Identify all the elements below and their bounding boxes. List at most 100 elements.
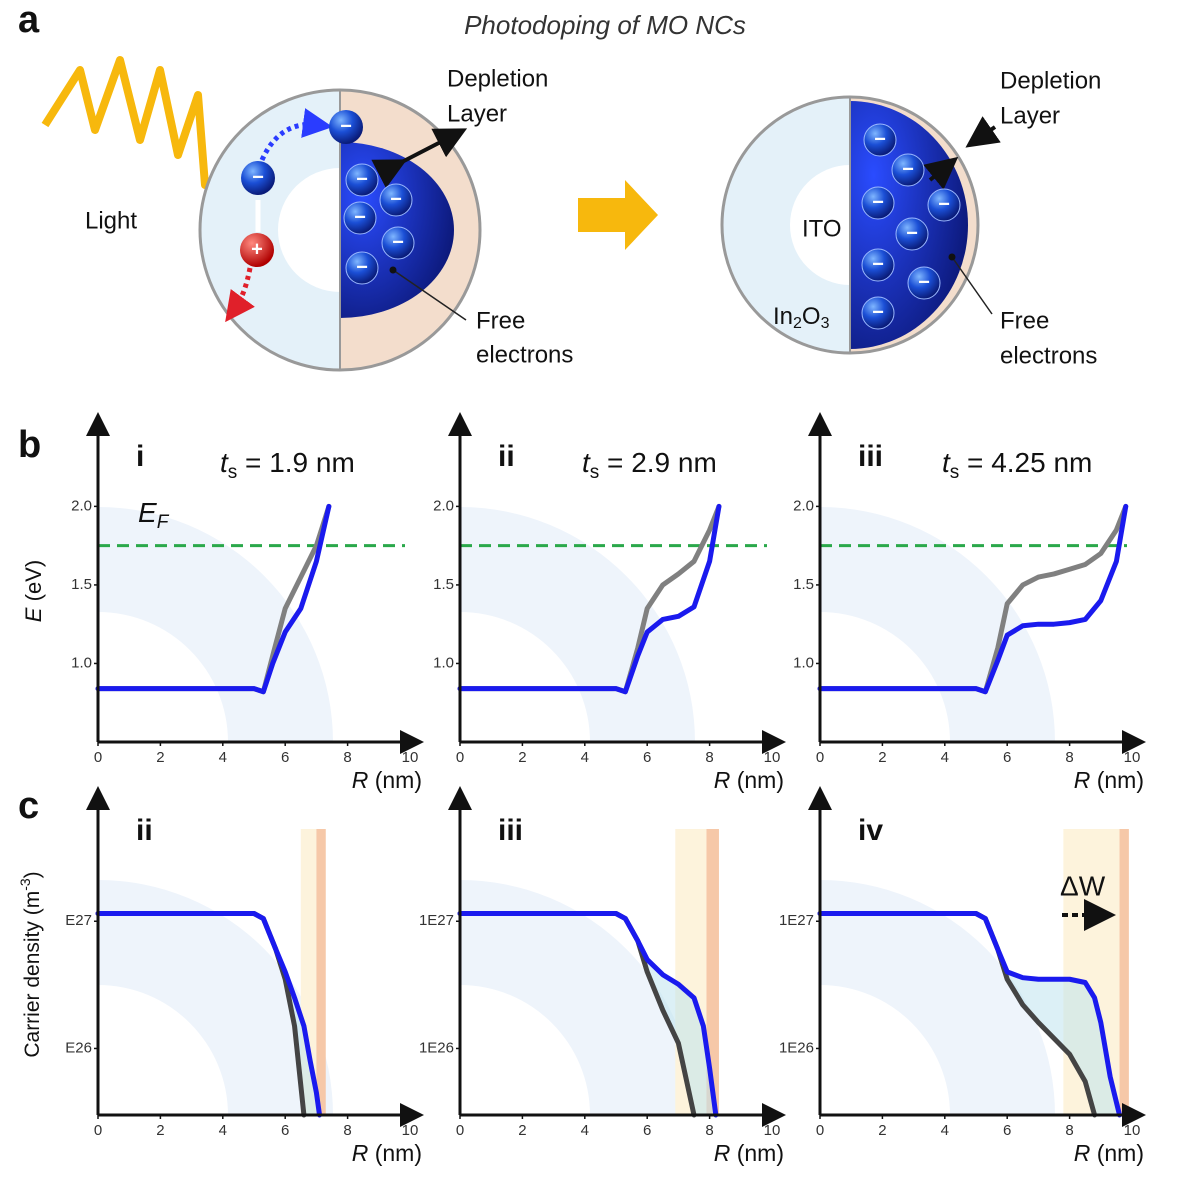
thickness-label: ts = 1.9 nm bbox=[220, 447, 355, 483]
x-tick-label: 8 bbox=[1065, 1122, 1073, 1139]
chart-title: iii bbox=[858, 440, 883, 473]
chart-title: i bbox=[136, 440, 144, 473]
background-shell bbox=[460, 507, 695, 742]
x-tick-label: 10 bbox=[1124, 749, 1141, 766]
electron bbox=[907, 266, 941, 300]
charts: 0 2 4 6 8 10 1.0 1.5 2.0 i ts = 1.9 nm EF R (nm) E (e… bbox=[17, 412, 1146, 1166]
x-axis-symbol: R bbox=[352, 1140, 369, 1166]
x-axis-unit: (nm) bbox=[730, 1140, 784, 1166]
x-tick-label: 4 bbox=[581, 1122, 589, 1139]
thickness-symbol: t bbox=[942, 447, 951, 478]
shell-text: In bbox=[773, 303, 793, 330]
panel-label: b bbox=[18, 424, 41, 466]
x-tick-label: 10 bbox=[764, 749, 781, 766]
electron-sign: − bbox=[872, 301, 884, 323]
background-shell bbox=[820, 880, 1055, 1115]
y-tick-label: E26 bbox=[65, 1039, 92, 1056]
y-tick-label: 1.5 bbox=[793, 576, 814, 593]
y-tick-label: 1E27 bbox=[779, 912, 814, 929]
y-tick-label: 1.0 bbox=[433, 654, 454, 671]
electron-sign: − bbox=[906, 222, 918, 244]
y-tick-label: 1.5 bbox=[433, 576, 454, 593]
fermi-subscript: F bbox=[157, 512, 170, 533]
depletion-band bbox=[706, 829, 719, 1115]
x-tick-label: 10 bbox=[402, 749, 419, 766]
x-axis-unit: (nm) bbox=[368, 767, 422, 793]
electron-sign: − bbox=[340, 115, 352, 137]
chart-title: iii bbox=[498, 814, 523, 847]
x-tick-label: 8 bbox=[705, 749, 713, 766]
x-axis-symbol: R bbox=[352, 767, 369, 793]
electron-sign: − bbox=[390, 188, 402, 210]
delta-w-label: ΔW bbox=[1060, 870, 1106, 901]
line-chart: 0 2 4 6 8 10 1.0 1.5 2.0 ii ts = 2.9 nm R (nm) bbox=[433, 412, 786, 793]
y-tick-label: 2.0 bbox=[433, 497, 454, 514]
electron bbox=[379, 183, 413, 217]
electron bbox=[861, 296, 895, 330]
x-tick-label: 6 bbox=[1003, 1122, 1011, 1139]
y-axis-text: ) bbox=[21, 871, 44, 878]
chart-title: iv bbox=[858, 814, 883, 847]
x-axis-unit: (nm) bbox=[368, 1140, 422, 1166]
series-line bbox=[817, 911, 1123, 1118]
free-electrons: −−−−− bbox=[343, 163, 415, 285]
line-chart: 0 2 4 6 8 10 1E26 1E27 iii R (nm) bbox=[419, 786, 786, 1166]
depletion-label: Layer bbox=[1000, 102, 1060, 129]
background-shell bbox=[98, 507, 333, 742]
electron-sign: − bbox=[872, 253, 884, 275]
y-tick-label: 1.5 bbox=[71, 576, 92, 593]
y-axis-unit: (eV) bbox=[21, 560, 46, 608]
x-tick-label: 2 bbox=[878, 1122, 886, 1139]
chart-title: ii bbox=[498, 440, 515, 473]
electron bbox=[861, 248, 895, 282]
fermi-label: EF bbox=[138, 497, 170, 533]
x-axis-symbol: R bbox=[1074, 1140, 1091, 1166]
x-axis-unit: (nm) bbox=[1090, 1140, 1144, 1166]
series-line bbox=[457, 911, 719, 1118]
y-axis-label: E (eV) bbox=[21, 560, 46, 622]
x-axis-label: R (nm) bbox=[714, 767, 784, 793]
x-tick-label: 0 bbox=[816, 749, 824, 766]
electron-sign: − bbox=[356, 168, 368, 190]
hole: + bbox=[240, 233, 274, 267]
background-shell bbox=[98, 880, 333, 1115]
depletion-label: Layer bbox=[447, 100, 507, 127]
x-tick-label: 8 bbox=[705, 1122, 713, 1139]
electron: − bbox=[329, 110, 363, 144]
x-tick-label: 8 bbox=[1065, 749, 1073, 766]
series-line bbox=[95, 503, 332, 695]
electron-sign: − bbox=[392, 231, 404, 253]
x-axis-symbol: R bbox=[1074, 767, 1091, 793]
electron bbox=[345, 251, 379, 285]
series-line bbox=[457, 503, 722, 695]
x-tick-label: 4 bbox=[941, 1122, 949, 1139]
background-shell bbox=[460, 880, 695, 1115]
x-axis-label: R (nm) bbox=[1074, 1140, 1144, 1166]
free-electrons-label: electrons bbox=[1000, 342, 1097, 369]
shell-sub: 3 bbox=[821, 315, 830, 332]
x-axis-label: R (nm) bbox=[352, 1140, 422, 1166]
x-tick-label: 4 bbox=[219, 749, 227, 766]
depletion-label: Depletion bbox=[1000, 67, 1101, 94]
electron: − bbox=[241, 161, 275, 195]
x-axis-symbol: R bbox=[714, 1140, 731, 1166]
x-tick-label: 10 bbox=[402, 1122, 419, 1139]
x-tick-label: 6 bbox=[281, 1122, 289, 1139]
x-tick-label: 6 bbox=[1003, 749, 1011, 766]
shell-label: In2O3 bbox=[773, 303, 830, 332]
fermi-symbol: E bbox=[138, 497, 157, 528]
electron bbox=[343, 201, 377, 235]
background-shell bbox=[820, 507, 1055, 742]
x-tick-label: 4 bbox=[219, 1122, 227, 1139]
x-tick-label: 2 bbox=[518, 1122, 526, 1139]
x-axis-unit: (nm) bbox=[1090, 767, 1144, 793]
y-tick-label: 1E27 bbox=[419, 912, 454, 929]
electron-sign: − bbox=[252, 166, 264, 188]
thickness-symbol: t bbox=[582, 447, 591, 478]
series-line bbox=[95, 911, 323, 1118]
x-tick-label: 8 bbox=[343, 749, 351, 766]
electron-sign: − bbox=[874, 128, 886, 150]
thickness-subscript: s bbox=[590, 462, 600, 483]
hole-sign: + bbox=[251, 238, 263, 260]
